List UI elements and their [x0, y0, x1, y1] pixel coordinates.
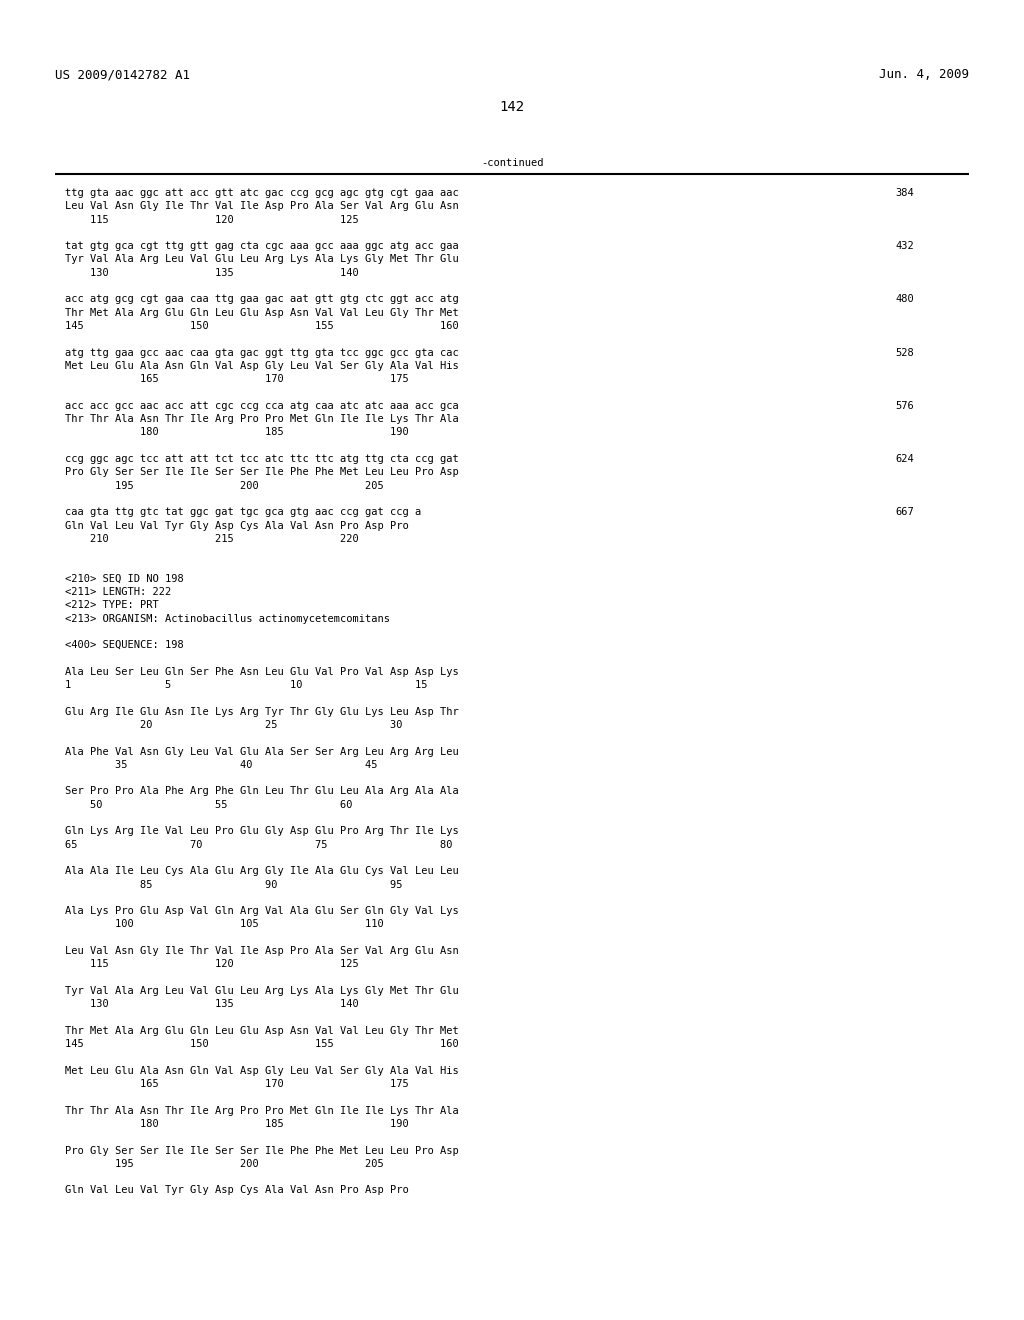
Text: 35                  40                  45: 35 40 45 — [65, 760, 378, 770]
Text: -continued: -continued — [480, 158, 544, 168]
Text: 667: 667 — [895, 507, 913, 517]
Text: atg ttg gaa gcc aac caa gta gac ggt ttg gta tcc ggc gcc gta cac: atg ttg gaa gcc aac caa gta gac ggt ttg … — [65, 347, 459, 358]
Text: 142: 142 — [500, 100, 524, 114]
Text: Pro Gly Ser Ser Ile Ile Ser Ser Ile Phe Phe Met Leu Leu Pro Asp: Pro Gly Ser Ser Ile Ile Ser Ser Ile Phe … — [65, 1146, 459, 1155]
Text: 50                  55                  60: 50 55 60 — [65, 800, 352, 809]
Text: Thr Thr Ala Asn Thr Ile Arg Pro Pro Met Gln Ile Ile Lys Thr Ala: Thr Thr Ala Asn Thr Ile Arg Pro Pro Met … — [65, 1106, 459, 1115]
Text: ccg ggc agc tcc att att tct tcc atc ttc ttc atg ttg cta ccg gat: ccg ggc agc tcc att att tct tcc atc ttc … — [65, 454, 459, 465]
Text: 528: 528 — [895, 347, 913, 358]
Text: <213> ORGANISM: Actinobacillus actinomycetemcomitans: <213> ORGANISM: Actinobacillus actinomyc… — [65, 614, 390, 623]
Text: 624: 624 — [895, 454, 913, 465]
Text: US 2009/0142782 A1: US 2009/0142782 A1 — [55, 69, 190, 81]
Text: 20                  25                  30: 20 25 30 — [65, 719, 402, 730]
Text: 115                 120                 125: 115 120 125 — [65, 215, 358, 224]
Text: Thr Thr Ala Asn Thr Ile Arg Pro Pro Met Gln Ile Ile Lys Thr Ala: Thr Thr Ala Asn Thr Ile Arg Pro Pro Met … — [65, 414, 459, 424]
Text: Leu Val Asn Gly Ile Thr Val Ile Asp Pro Ala Ser Val Arg Glu Asn: Leu Val Asn Gly Ile Thr Val Ile Asp Pro … — [65, 201, 459, 211]
Text: 165                 170                 175: 165 170 175 — [65, 374, 409, 384]
Text: 1               5                   10                  15: 1 5 10 15 — [65, 680, 427, 690]
Text: acc acc gcc aac acc att cgc ccg cca atg caa atc atc aaa acc gca: acc acc gcc aac acc att cgc ccg cca atg … — [65, 401, 459, 411]
Text: tat gtg gca cgt ttg gtt gag cta cgc aaa gcc aaa ggc atg acc gaa: tat gtg gca cgt ttg gtt gag cta cgc aaa … — [65, 242, 459, 251]
Text: Glu Arg Ile Glu Asn Ile Lys Arg Tyr Thr Gly Glu Lys Leu Asp Thr: Glu Arg Ile Glu Asn Ile Lys Arg Tyr Thr … — [65, 706, 459, 717]
Text: Gln Val Leu Val Tyr Gly Asp Cys Ala Val Asn Pro Asp Pro: Gln Val Leu Val Tyr Gly Asp Cys Ala Val … — [65, 1185, 409, 1196]
Text: 100                 105                 110: 100 105 110 — [65, 920, 384, 929]
Text: 195                 200                 205: 195 200 205 — [65, 1159, 384, 1170]
Text: <400> SEQUENCE: 198: <400> SEQUENCE: 198 — [65, 640, 183, 651]
Text: 85                  90                  95: 85 90 95 — [65, 879, 402, 890]
Text: 576: 576 — [895, 401, 913, 411]
Text: <211> LENGTH: 222: <211> LENGTH: 222 — [65, 587, 171, 597]
Text: Ala Leu Ser Leu Gln Ser Phe Asn Leu Glu Val Pro Val Asp Asp Lys: Ala Leu Ser Leu Gln Ser Phe Asn Leu Glu … — [65, 667, 459, 677]
Text: Ala Lys Pro Glu Asp Val Gln Arg Val Ala Glu Ser Gln Gly Val Lys: Ala Lys Pro Glu Asp Val Gln Arg Val Ala … — [65, 907, 459, 916]
Text: Gln Val Leu Val Tyr Gly Asp Cys Ala Val Asn Pro Asp Pro: Gln Val Leu Val Tyr Gly Asp Cys Ala Val … — [65, 520, 409, 531]
Text: 210                 215                 220: 210 215 220 — [65, 533, 358, 544]
Text: Ala Ala Ile Leu Cys Ala Glu Arg Gly Ile Ala Glu Cys Val Leu Leu: Ala Ala Ile Leu Cys Ala Glu Arg Gly Ile … — [65, 866, 459, 876]
Text: 180                 185                 190: 180 185 190 — [65, 1119, 409, 1129]
Text: 480: 480 — [895, 294, 913, 305]
Text: ttg gta aac ggc att acc gtt atc gac ccg gcg agc gtg cgt gaa aac: ttg gta aac ggc att acc gtt atc gac ccg … — [65, 187, 459, 198]
Text: Leu Val Asn Gly Ile Thr Val Ile Asp Pro Ala Ser Val Arg Glu Asn: Leu Val Asn Gly Ile Thr Val Ile Asp Pro … — [65, 946, 459, 956]
Text: Thr Met Ala Arg Glu Gln Leu Glu Asp Asn Val Val Leu Gly Thr Met: Thr Met Ala Arg Glu Gln Leu Glu Asp Asn … — [65, 308, 459, 318]
Text: 130                 135                 140: 130 135 140 — [65, 268, 358, 277]
Text: 180                 185                 190: 180 185 190 — [65, 428, 409, 437]
Text: 145                 150                 155                 160: 145 150 155 160 — [65, 1039, 459, 1049]
Text: caa gta ttg gtc tat ggc gat tgc gca gtg aac ccg gat ccg a: caa gta ttg gtc tat ggc gat tgc gca gtg … — [65, 507, 421, 517]
Text: 195                 200                 205: 195 200 205 — [65, 480, 384, 491]
Text: 115                 120                 125: 115 120 125 — [65, 960, 358, 969]
Text: <212> TYPE: PRT: <212> TYPE: PRT — [65, 601, 159, 610]
Text: Thr Met Ala Arg Glu Gln Leu Glu Asp Asn Val Val Leu Gly Thr Met: Thr Met Ala Arg Glu Gln Leu Glu Asp Asn … — [65, 1026, 459, 1036]
Text: Jun. 4, 2009: Jun. 4, 2009 — [879, 69, 969, 81]
Text: 65                  70                  75                  80: 65 70 75 80 — [65, 840, 453, 850]
Text: 384: 384 — [895, 187, 913, 198]
Text: 432: 432 — [895, 242, 913, 251]
Text: Gln Lys Arg Ile Val Leu Pro Glu Gly Asp Glu Pro Arg Thr Ile Lys: Gln Lys Arg Ile Val Leu Pro Glu Gly Asp … — [65, 826, 459, 837]
Text: <210> SEQ ID NO 198: <210> SEQ ID NO 198 — [65, 574, 183, 583]
Text: Tyr Val Ala Arg Leu Val Glu Leu Arg Lys Ala Lys Gly Met Thr Glu: Tyr Val Ala Arg Leu Val Glu Leu Arg Lys … — [65, 255, 459, 264]
Text: 145                 150                 155                 160: 145 150 155 160 — [65, 321, 459, 331]
Text: Ala Phe Val Asn Gly Leu Val Glu Ala Ser Ser Arg Leu Arg Arg Leu: Ala Phe Val Asn Gly Leu Val Glu Ala Ser … — [65, 747, 459, 756]
Text: 165                 170                 175: 165 170 175 — [65, 1078, 409, 1089]
Text: Met Leu Glu Ala Asn Gln Val Asp Gly Leu Val Ser Gly Ala Val His: Met Leu Glu Ala Asn Gln Val Asp Gly Leu … — [65, 360, 459, 371]
Text: Tyr Val Ala Arg Leu Val Glu Leu Arg Lys Ala Lys Gly Met Thr Glu: Tyr Val Ala Arg Leu Val Glu Leu Arg Lys … — [65, 986, 459, 997]
Text: acc atg gcg cgt gaa caa ttg gaa gac aat gtt gtg ctc ggt acc atg: acc atg gcg cgt gaa caa ttg gaa gac aat … — [65, 294, 459, 305]
Text: Met Leu Glu Ala Asn Gln Val Asp Gly Leu Val Ser Gly Ala Val His: Met Leu Glu Ala Asn Gln Val Asp Gly Leu … — [65, 1065, 459, 1076]
Text: 130                 135                 140: 130 135 140 — [65, 999, 358, 1010]
Text: Pro Gly Ser Ser Ile Ile Ser Ser Ile Phe Phe Met Leu Leu Pro Asp: Pro Gly Ser Ser Ile Ile Ser Ser Ile Phe … — [65, 467, 459, 478]
Text: Ser Pro Pro Ala Phe Arg Phe Gln Leu Thr Glu Leu Ala Arg Ala Ala: Ser Pro Pro Ala Phe Arg Phe Gln Leu Thr … — [65, 787, 459, 796]
